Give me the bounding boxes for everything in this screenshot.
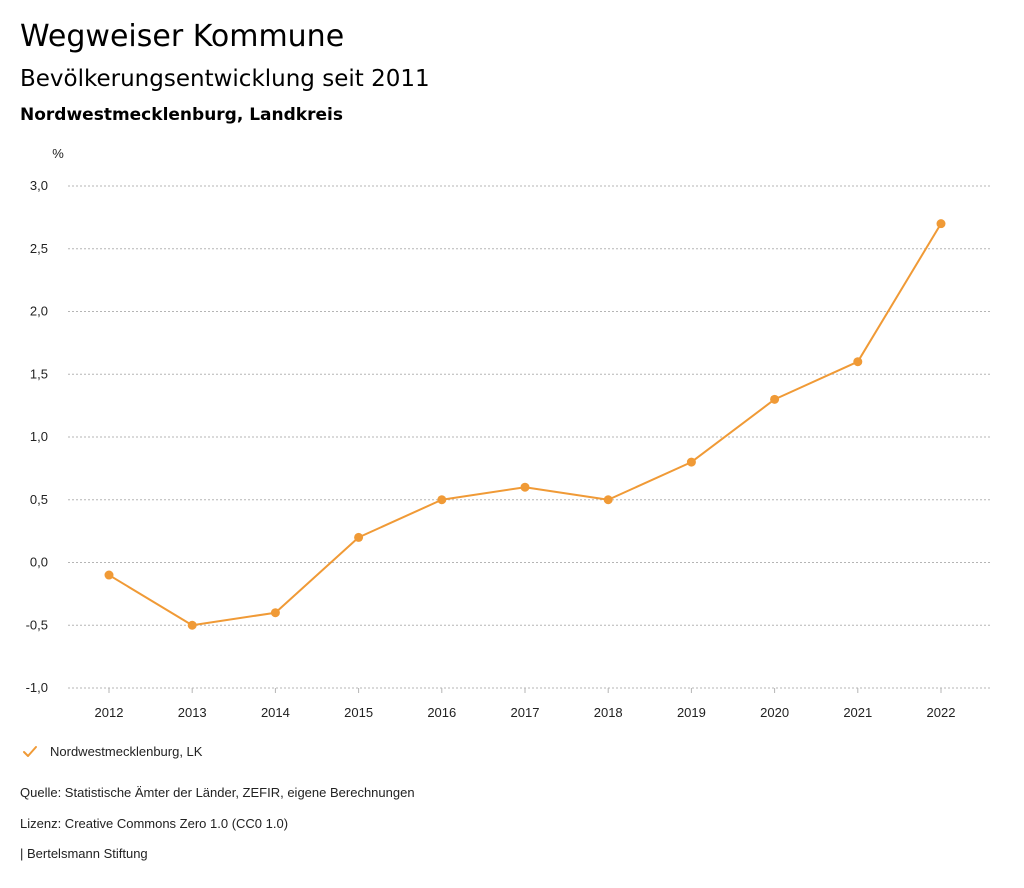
x-tick-label: 2017 [511, 705, 540, 720]
legend-label: Nordwestmecklenburg, LK [50, 744, 203, 759]
x-tick-label: 2018 [594, 705, 623, 720]
data-point[interactable]: 2022: 2,7 % [936, 219, 946, 229]
x-tick-label: 2012 [95, 705, 124, 720]
data-point[interactable]: 2012: -0,1 % [104, 570, 114, 580]
data-point[interactable]: 2017: 0,6 % [520, 482, 530, 492]
data-point[interactable]: 2014: -0,4 % [270, 608, 280, 618]
y-tick-label: 3,0 [30, 178, 48, 193]
data-point[interactable]: 2015: 0,2 % [354, 532, 364, 542]
x-tick-label: 2015 [344, 705, 373, 720]
y-tick-label: 0,5 [30, 492, 48, 507]
y-tick-label: -0,5 [26, 617, 48, 632]
x-tick-label: 2022 [927, 705, 956, 720]
x-tick-label: 2013 [178, 705, 207, 720]
series-line [108, 223, 942, 627]
chart-subtitle: Bevölkerungsentwicklung seit 2011 [20, 66, 430, 92]
data-point[interactable]: 2016: 0,5 % [437, 495, 447, 505]
x-tick-label: 2014 [261, 705, 290, 720]
y-tick-label: 2,0 [30, 304, 48, 319]
brand-credit: | Bertelsmann Stiftung [20, 846, 148, 861]
data-point[interactable]: 2019: 0,8 % [686, 457, 696, 467]
data-point[interactable]: 2013: -0,5 % [187, 620, 197, 630]
y-tick-label: 2,5 [30, 241, 48, 256]
license-note: Lizenz: Creative Commons Zero 1.0 (CC0 1… [20, 816, 289, 831]
y-tick-label: 1,0 [30, 429, 48, 444]
y-axis-unit-label: % [52, 146, 64, 161]
y-tick-label: 1,5 [30, 366, 48, 381]
region-name: Nordwestmecklenburg, Landkreis [20, 105, 343, 125]
data-point[interactable]: 2021: 1,6 % [853, 357, 863, 367]
legend[interactable]: Nordwestmecklenburg, LK [22, 744, 202, 759]
y-tick-label: 0,0 [30, 555, 48, 570]
data-point[interactable]: 2018: 0,5 % [603, 495, 613, 505]
data-point[interactable]: 2020: 1,3 % [770, 394, 780, 404]
page-title: Wegweiser Kommune [20, 19, 345, 54]
check-icon [23, 745, 37, 757]
x-tick-label: 2019 [677, 705, 706, 720]
x-tick-label: 2016 [427, 705, 456, 720]
x-tick-label: 2021 [843, 705, 872, 720]
line-chart: % 3,0 2,5 2,0 1,5 1,0 0,5 0,0 -0,5 -1,0 2012 2013 2… [26, 146, 990, 720]
x-tick-label: 2020 [760, 705, 789, 720]
y-tick-label: -1,0 [26, 680, 48, 695]
source-note: Quelle: Statistische Ämter der Länder, Z… [20, 785, 415, 800]
